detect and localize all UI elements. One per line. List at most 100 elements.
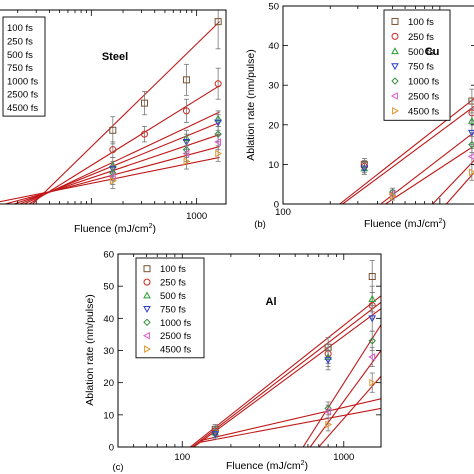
legend-marker-cu [391,32,399,40]
y-tick-label-cu: 10 [268,160,279,171]
data-point-steel [214,138,222,146]
legend-label-al: 2500 fs [160,331,191,342]
fit-line-steel [31,21,220,204]
legend-label-steel: 1000 fs [7,76,38,87]
legend-marker-cu [391,17,399,25]
fit-line-al [193,308,381,447]
legend-label-al: 1000 fs [160,318,191,329]
data-point-steel [109,176,117,185]
x-axis-label-text: Fluence (mJ/cm [364,218,439,230]
data-point-al [368,273,376,281]
y-tick-label-cu: 0 [274,200,279,211]
data-point-cu [468,129,474,137]
fit-line-steel [3,146,220,204]
y-tick-label-al: 0 [109,443,114,454]
x-axis-label-steel: Fluence (mJ/cm2) [74,223,156,235]
legend-marker-al [143,291,151,299]
data-point-steel [214,80,222,88]
legend-box-steel [2,16,46,117]
axes-frame-steel [0,9,227,205]
x-axis-label-close: ) [305,460,309,472]
fit-line-cu [432,159,474,204]
axes-frame-cu [282,5,474,205]
panel-title-al: Al [266,296,277,308]
legend-marker-cu [391,47,399,55]
fit-line-al [302,324,381,447]
data-point-cu [468,168,474,177]
fit-line-steel [28,85,220,204]
legend-marker-cu [392,107,400,115]
chart-panel-steel: 1000 100 fs 250 fs 500 fs 750 fs 1000 fs 2500 … [0,9,227,235]
data-point-al [211,431,220,439]
legend-marker-al [143,265,151,273]
plot-area-steel [0,10,223,204]
panel-label-al: (c) [112,462,123,473]
x-axis-label-close: ) [443,218,447,230]
fit-line-cu [385,145,474,204]
data-point-al [368,315,377,323]
data-point-cu [389,192,397,200]
x-axis-label-close: ) [153,223,157,235]
data-point-cu [360,165,369,173]
data-point-steel [215,149,223,158]
data-point-steel [141,130,149,138]
legend-label-al: 250 fs [160,278,186,289]
y-tick-label-cu: 30 [268,81,279,92]
data-point-steel [141,99,149,107]
fit-line-al [200,407,381,443]
fit-line-al [200,398,381,442]
legend-label-cu: 250 fs [408,32,434,43]
legend-label-steel: 2500 fs [7,90,38,101]
legend-label-cu: 500 fs [408,47,434,58]
legend-marker-al [142,331,150,340]
data-point-al [324,407,332,416]
data-point-steel [109,146,117,154]
y-tick-label-al: 60 [103,250,114,261]
y-tick-label-cu: 50 [268,2,279,13]
fit-line-cu [339,97,474,204]
data-point-al [368,295,377,302]
y-axis-label-cu: Ablation rate (nm/pulse) [245,49,257,160]
fit-line-cu [380,131,474,204]
y-axis-label-al: Ablation rate (nm/pulse) [84,294,96,405]
fit-line-cu [445,171,474,204]
legend-marker-al [144,345,152,353]
legend-label-steel: 4500 fs [7,103,38,114]
x-axis-label-sup: 2 [439,218,443,225]
data-point-al [325,420,333,429]
panel-label-cu: (b) [254,219,266,230]
y-tick-label-cu: 20 [268,120,279,131]
fit-line-steel [12,134,220,204]
x-tick-label-steel: 1000 [186,211,207,222]
legend-cu: 100 fs 250 fs 500 fs 750 fs 1000 fs 2500 fs 45… [383,9,451,121]
legend-label-cu: 4500 fs [408,106,439,117]
x-tick-label-cu: 100 [275,207,291,218]
panel-title-steel: Steel [102,51,128,63]
data-point-steel [182,76,190,84]
legend-label-steel: 250 fs [7,36,33,47]
x-tick-label-al: 100 [174,452,190,463]
fit-line-al [191,301,381,447]
chart-panel-al: 100 1000 0 10 20 30 40 50 60 100 fs 250 fs 500 fs 75… [84,250,382,473]
data-point-steel [183,157,191,166]
legend-al: 100 fs 250 fs 500 fs 750 fs 1000 fs 2500 fs 45… [135,257,205,359]
legend-marker-al [143,318,151,327]
fit-line-steel [18,122,220,204]
legend-label-cu: 2500 fs [408,91,439,102]
x-axis-label-sup: 2 [149,223,153,230]
fit-line-steel [0,156,220,203]
fit-line-steel [23,111,220,204]
x-tick-label-al: 1000 [333,452,354,463]
x-axis-label-cu: Fluence (mJ/cm2) [364,218,446,230]
y-tick-label-al: 50 [103,282,114,293]
legend-marker-cu [390,92,398,100]
y-tick-label-al: 30 [103,346,114,357]
data-point-steel [182,107,190,115]
legend-marker-al [143,306,151,313]
legend-label-steel: 750 fs [7,63,33,74]
legend-marker-cu [391,77,399,85]
legend-label-al: 100 fs [160,264,186,275]
data-point-steel [109,126,117,134]
